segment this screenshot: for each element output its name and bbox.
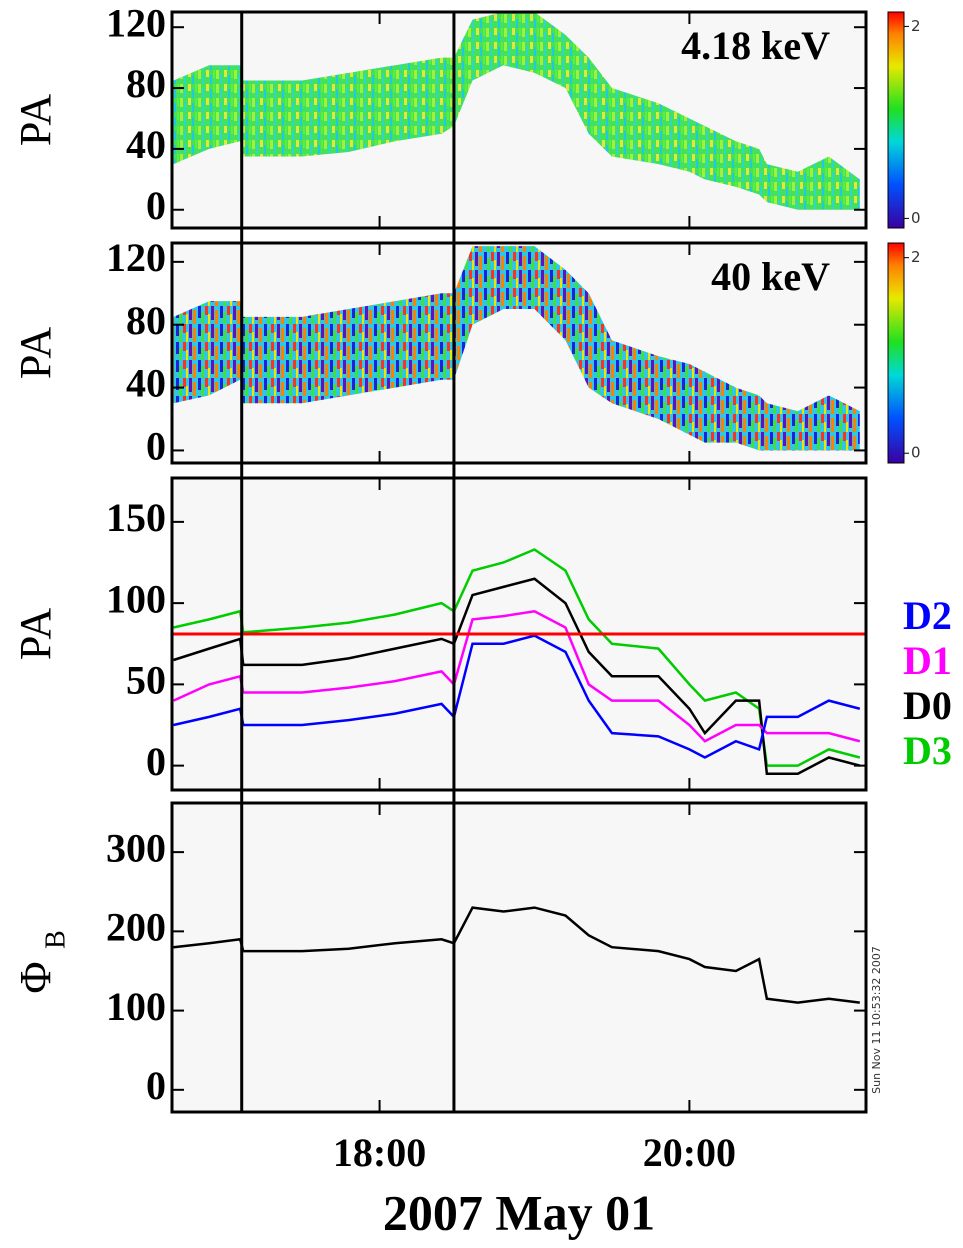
y-axis-label: PA xyxy=(11,608,60,660)
y-tick-label: 120 xyxy=(106,235,166,280)
y-tick-label: 100 xyxy=(106,576,166,621)
y-tick-label: 40 xyxy=(126,361,166,406)
data-line xyxy=(173,906,860,1004)
y-axis-label: PA xyxy=(11,327,60,379)
spectrogram-band xyxy=(173,12,860,210)
axes-frame xyxy=(170,10,868,230)
axes-frame xyxy=(170,801,868,1114)
panel-annotation: 40 keV xyxy=(711,254,830,299)
y-tick-label: 100 xyxy=(106,984,166,1029)
y-tick-label: 0 xyxy=(146,1063,166,1108)
y-tick-label: 50 xyxy=(126,658,166,703)
y-tick-label: 150 xyxy=(106,495,166,540)
colorbar-tick-label: 0 xyxy=(911,444,921,462)
colorbar xyxy=(887,242,905,464)
legend-entry: D1 xyxy=(903,638,952,683)
panel-annotation: 4.18 keV xyxy=(681,23,830,68)
y-tick-label: 0 xyxy=(146,183,166,228)
y-axis-label: Φ xyxy=(11,961,60,993)
data-line xyxy=(173,609,861,743)
plot-area xyxy=(172,803,866,1112)
data-line xyxy=(173,577,861,775)
y-tick-label: 200 xyxy=(106,905,166,950)
y-axis-label-sub: B xyxy=(40,930,71,949)
legend-entry: D3 xyxy=(903,728,952,773)
x-tick-label: 20:00 xyxy=(643,1130,736,1175)
colorbar xyxy=(887,11,905,229)
y-tick-label: 80 xyxy=(126,61,166,106)
panel-data xyxy=(173,12,860,210)
y-tick-label: 120 xyxy=(106,0,166,45)
x-axis-label: 2007 May 01 xyxy=(383,1184,655,1240)
y-tick-label: 0 xyxy=(146,424,166,469)
y-tick-label: 40 xyxy=(126,122,166,167)
colorbar-tick-label: 2 xyxy=(911,248,921,266)
x-tick-label: 18:00 xyxy=(333,1130,426,1175)
legend-entry: D0 xyxy=(903,683,952,728)
panel-data xyxy=(173,548,861,775)
timestamp: Sun Nov 11 10:53:32 2007 xyxy=(870,946,883,1094)
data-line xyxy=(173,634,861,759)
panel-data xyxy=(173,906,860,1004)
axes-frame xyxy=(170,241,868,465)
colorbar-tick-label: 2 xyxy=(911,17,921,35)
y-axis-label: PA xyxy=(11,94,60,146)
colorbar-tick-label: 0 xyxy=(911,209,921,227)
legend-entry: D2 xyxy=(903,593,952,638)
panel-data xyxy=(173,246,860,451)
spectrogram-band xyxy=(173,246,860,451)
y-tick-label: 0 xyxy=(146,739,166,784)
axes-frame xyxy=(170,476,868,792)
y-tick-label: 80 xyxy=(126,298,166,343)
y-tick-label: 300 xyxy=(106,825,166,870)
